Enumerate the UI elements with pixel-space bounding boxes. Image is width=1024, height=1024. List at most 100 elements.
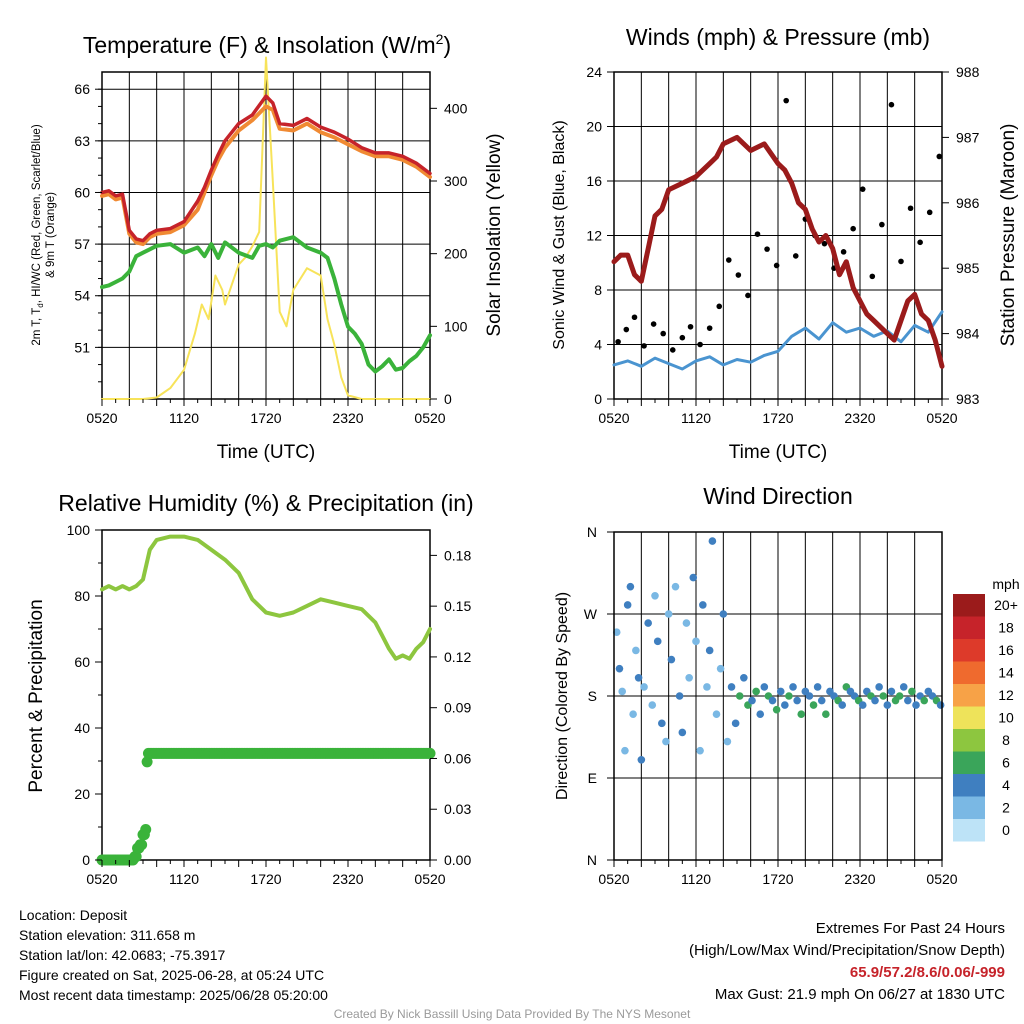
temp-y2tick-label: 300 <box>444 173 468 189</box>
rh-y2tick-label: 0.12 <box>444 649 471 665</box>
temp-y2tick-label: 0 <box>444 391 452 407</box>
direction-point <box>658 719 666 728</box>
wind-ylabel: Sonic Wind & Gust (Blue, Black) <box>551 120 568 349</box>
station-latlon: Station lat/lon: 42.0683; -75.3917 <box>19 947 226 963</box>
extremes-header: Extremes For Past 24 Hours <box>815 920 1005 937</box>
solar-insolation-line <box>101 56 431 400</box>
station-elevation: Station elevation: 311.658 m <box>19 927 196 943</box>
temp-y2label: Solar Insolation (Yellow) <box>484 133 505 336</box>
wind-gridlines <box>614 72 942 399</box>
direction-point <box>667 655 676 664</box>
direction-point <box>731 719 740 728</box>
gust-point <box>869 273 876 280</box>
rh-y2tick-label: 0.15 <box>444 598 471 614</box>
rh-xtick-label: 0520 <box>414 871 445 887</box>
precip-point <box>136 839 148 851</box>
direction-point <box>858 701 867 709</box>
direction-point <box>735 692 744 700</box>
station-location: Location: Deposit <box>19 907 128 923</box>
direction-point <box>664 610 673 618</box>
rh-y2tick-label: 0.09 <box>444 700 471 716</box>
temp-ytick-label: 63 <box>74 133 90 149</box>
rh-ytick-label: 0 <box>82 852 90 868</box>
direction-point <box>805 692 814 700</box>
colorbar-swatch <box>953 819 985 842</box>
dir-ytick-label: N <box>587 852 597 868</box>
colorbar-swatch <box>953 639 985 662</box>
direction-point <box>675 692 684 700</box>
direction-point <box>772 705 781 714</box>
gust-point <box>917 239 923 246</box>
temp-xtick-label: 1720 <box>250 410 281 426</box>
gust-point <box>745 292 751 299</box>
direction-point <box>912 701 920 709</box>
precip-point <box>130 851 142 863</box>
wind-panel: Winds (mph) & Pressure (mb) 0 4 8 12 16 20 24 9… <box>551 24 1019 463</box>
direction-point <box>789 683 797 691</box>
direction-point <box>904 696 912 705</box>
temp-y2tick-label: 200 <box>444 246 468 262</box>
direction-point <box>785 692 793 700</box>
wind-xtick-label: 2320 <box>844 410 875 426</box>
direction-point <box>936 701 945 709</box>
temp-xtick-label: 0520 <box>86 410 117 426</box>
colorbar-label: 8 <box>1002 732 1010 748</box>
direction-point <box>678 728 687 737</box>
direction-point <box>699 601 707 609</box>
colorbar-label: 14 <box>998 665 1014 681</box>
gust-point <box>907 205 914 212</box>
dir-series-group <box>612 537 945 764</box>
recent-timestamp: Most recent data timestamp: 2025/06/28 0… <box>19 987 328 1003</box>
gust-point <box>754 231 761 237</box>
direction-point <box>760 683 769 691</box>
gust-point <box>783 97 789 104</box>
colorbar-label: 16 <box>998 642 1014 658</box>
direction-point <box>634 673 643 682</box>
temperature-panel: Temperature (F) & Insolation (W/m2) 51 54… <box>31 31 505 463</box>
colorbar-label: 10 <box>998 710 1014 726</box>
rh-y2tick-label: 0.06 <box>444 750 471 766</box>
direction-point <box>875 683 883 691</box>
direction-point <box>797 710 806 719</box>
gust-point <box>623 326 630 333</box>
colorbar-swatch <box>953 594 985 617</box>
direction-point <box>748 696 756 705</box>
direction-point <box>781 701 789 709</box>
wind-y2tick-label: 986 <box>956 195 980 211</box>
direction-point <box>637 755 646 764</box>
direction-point <box>817 696 826 705</box>
direction-point <box>813 683 822 691</box>
gust-point <box>764 246 770 252</box>
direction-point <box>682 619 691 627</box>
gust-point <box>679 334 686 341</box>
wind-ytick-label: 24 <box>586 64 602 80</box>
direction-point <box>651 591 659 600</box>
direction-point <box>696 746 704 755</box>
rh-ylabel: Percent & Precipitation <box>26 599 47 792</box>
gust-point <box>687 323 694 330</box>
direction-point <box>648 701 657 709</box>
rh-y2tick-label: 0.03 <box>444 801 471 817</box>
direction-point <box>632 646 640 655</box>
wind-ytick-label: 20 <box>586 119 602 135</box>
precip-point <box>140 824 152 836</box>
rh-ytick-label: 100 <box>67 522 91 538</box>
colorbar-swatch <box>953 729 985 752</box>
gust-point <box>792 253 799 259</box>
direction-point <box>895 692 904 700</box>
gust-point <box>850 225 856 232</box>
temp-ylabel-line2: & 9m T (Orange) <box>45 192 57 278</box>
temp-ytick-label: 60 <box>74 184 90 200</box>
direction-point <box>740 673 748 682</box>
rh-xtick-label: 1720 <box>250 871 281 887</box>
temp-ytick-label: 57 <box>74 236 90 252</box>
direction-point <box>671 582 680 591</box>
colorbar-label: 2 <box>1002 800 1010 816</box>
direction-point <box>756 710 765 719</box>
direction-point <box>662 737 670 746</box>
direction-point <box>723 737 732 746</box>
direction-point <box>621 746 629 755</box>
